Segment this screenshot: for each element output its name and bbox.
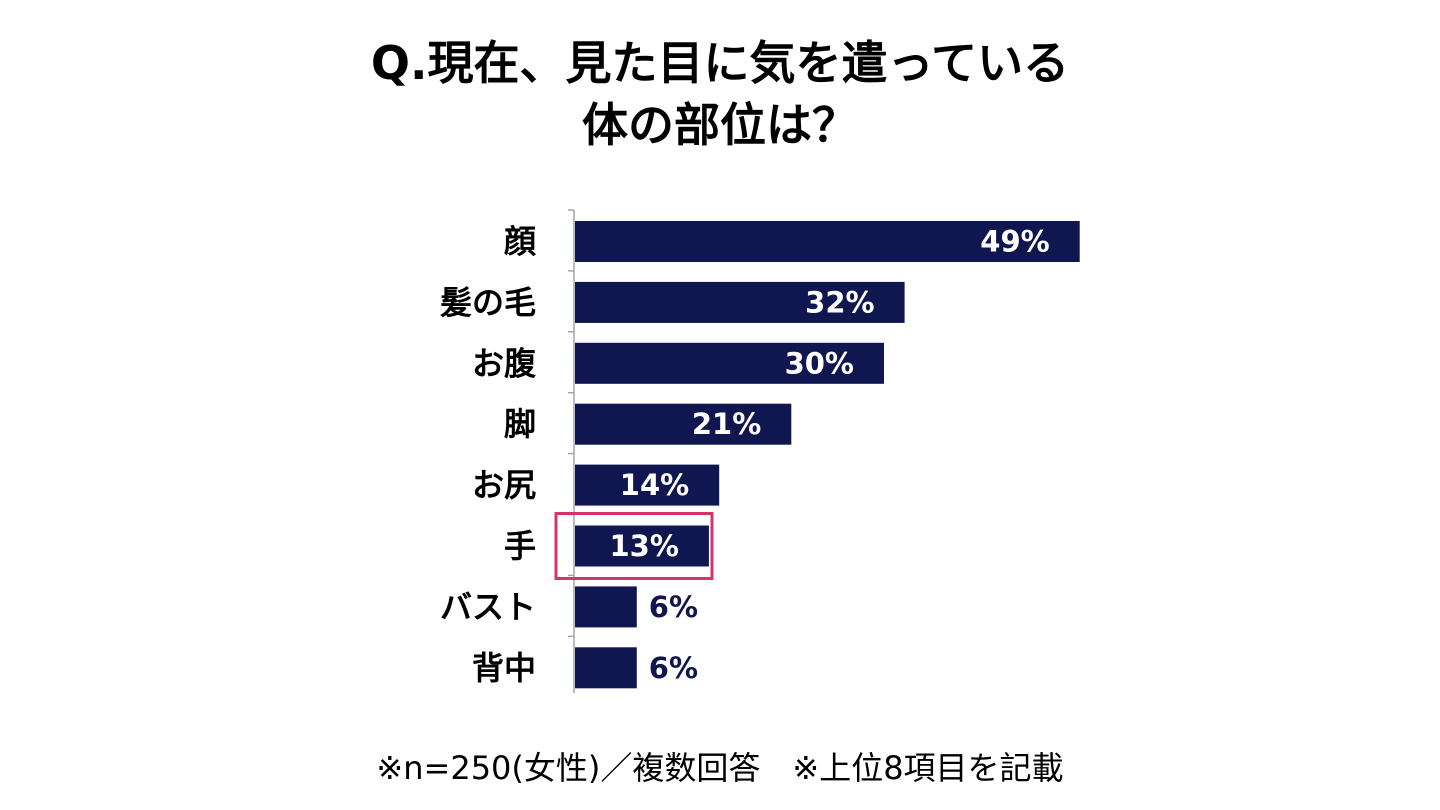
footnote: ※n=250(女性)／複数回答 ※上位8項目を記載 bbox=[376, 749, 1064, 787]
bar-3 bbox=[575, 342, 884, 384]
category-label: お腹 bbox=[472, 344, 537, 382]
chart-title-line-2: 体の部位は？ bbox=[582, 98, 858, 152]
value-label: 21% bbox=[692, 407, 761, 441]
value-label: 6% bbox=[649, 651, 698, 685]
bar-1 bbox=[575, 221, 1080, 262]
category-label: 手 bbox=[504, 527, 536, 565]
value-label: 30% bbox=[785, 346, 854, 380]
value-label: 6% bbox=[649, 590, 698, 624]
bars-layer bbox=[568, 209, 1080, 693]
category-label: 顔 bbox=[504, 223, 537, 261]
bar-6 bbox=[575, 525, 709, 567]
category-label: 背中 bbox=[472, 649, 536, 687]
category-label: 髪の毛 bbox=[440, 283, 536, 321]
chart-title-line-1: Q.現在、見た目に気を遣っている bbox=[370, 36, 1070, 90]
value-label: 13% bbox=[609, 529, 678, 563]
value-label: 49% bbox=[980, 225, 1049, 259]
value-label: 32% bbox=[805, 285, 874, 319]
category-label: お尻 bbox=[472, 466, 536, 504]
chart-title: Q.現在、見た目に気を遣っている 体の部位は？ bbox=[0, 32, 1440, 156]
bar-8 bbox=[575, 647, 637, 689]
highlight-box bbox=[554, 512, 714, 580]
value-label: 14% bbox=[620, 468, 689, 502]
bar-5 bbox=[575, 464, 720, 506]
labels-layer: 顔 49% 髪の毛 32% お腹 30% 脚 21% お尻 14% 手 13% バスト 6% 背中 6% bbox=[440, 223, 1050, 687]
bar-7 bbox=[575, 586, 637, 628]
bar-4 bbox=[575, 403, 792, 445]
bar-2 bbox=[575, 281, 905, 323]
category-label: 脚 bbox=[504, 405, 536, 443]
category-label: バスト bbox=[440, 588, 536, 626]
